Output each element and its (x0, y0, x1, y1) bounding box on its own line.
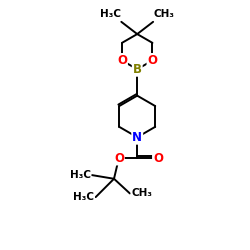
Text: H₃C: H₃C (74, 192, 94, 202)
Text: B: B (133, 63, 142, 76)
Text: O: O (117, 54, 127, 67)
Text: O: O (148, 54, 158, 67)
Text: O: O (114, 152, 124, 164)
Text: CH₃: CH₃ (131, 188, 152, 198)
Text: N: N (132, 131, 142, 144)
Text: H₃C: H₃C (70, 170, 91, 180)
Text: O: O (153, 152, 163, 164)
Text: H₃C: H₃C (100, 10, 121, 20)
Text: CH₃: CH₃ (153, 10, 174, 20)
